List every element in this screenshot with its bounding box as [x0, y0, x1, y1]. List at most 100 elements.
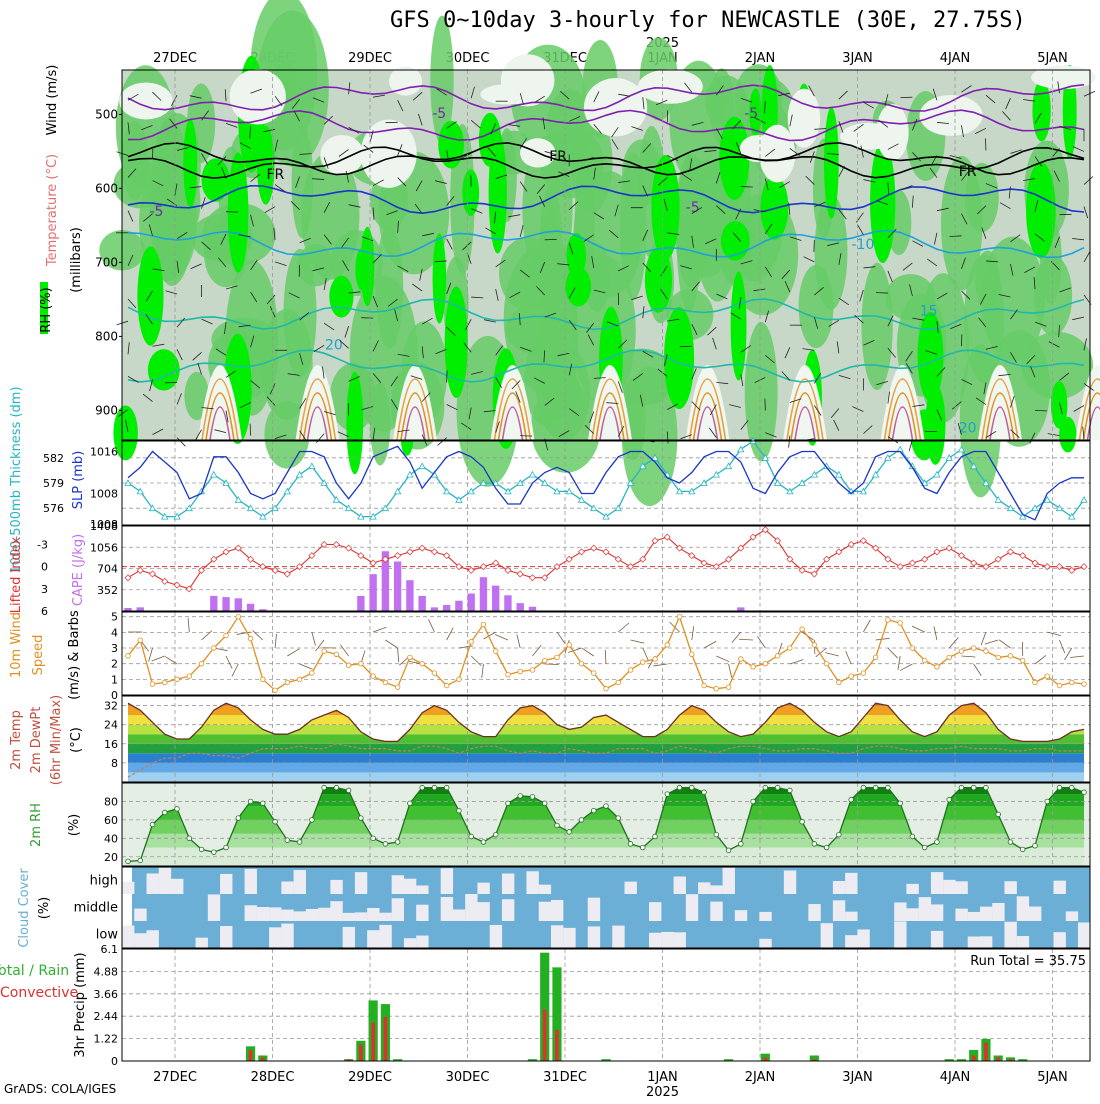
rh-point: [971, 785, 976, 790]
wind-tick-label: 3: [111, 642, 118, 655]
lifted-index-point: [615, 556, 621, 562]
wind-ylabel-1: 10m Wind: [9, 612, 24, 678]
surface-wind-barb: [557, 632, 565, 643]
surface-wind-barb: [428, 619, 434, 632]
wind-speed-point: [150, 682, 155, 687]
top-day-label: 2JAN: [745, 51, 776, 66]
cloud-cell: [955, 881, 967, 894]
cloud-cell: [821, 923, 833, 948]
wind-speed-point: [506, 672, 511, 677]
cloud-cell: [294, 870, 306, 894]
cloud-cell: [759, 912, 771, 921]
surface-wind-barb: [846, 651, 851, 664]
wind-speed-point: [162, 680, 167, 685]
cape-tick-label: 704: [97, 563, 118, 576]
bottom-year-label: 2025: [646, 1085, 679, 1100]
temp-bands: [122, 696, 1090, 782]
rh-point: [959, 785, 964, 790]
cape-bar: [737, 607, 744, 611]
precip-tick-label: 1.22: [94, 1033, 119, 1046]
cloud-cell: [674, 932, 686, 948]
lifted-index-point: [909, 560, 915, 566]
cape-bar: [247, 604, 254, 611]
wind-speed-point: [628, 668, 633, 673]
cloud-cell: [992, 903, 1004, 921]
cape-bar: [443, 605, 450, 611]
rh-area: [122, 121, 149, 200]
contour-label: -10: [852, 237, 875, 253]
wind-speed-point: [579, 661, 584, 666]
lifted-index-point: [186, 586, 192, 592]
rh-point: [285, 838, 290, 843]
wind-speed-point: [898, 621, 903, 626]
lifted-index-point: [860, 538, 866, 544]
cape-bar: [504, 595, 511, 611]
thickness-point: [1081, 497, 1087, 503]
temp-tick-label: 32: [104, 700, 118, 713]
rh-tick-label: 40: [104, 832, 118, 845]
rh-point: [211, 850, 216, 855]
wind-speed-point: [444, 683, 449, 688]
cloud-cell: [355, 872, 367, 894]
cape-bar: [431, 607, 438, 611]
rh-point: [506, 801, 511, 806]
rh-area: [651, 155, 679, 260]
surface-wind-barb: [287, 649, 299, 656]
precip-convective-bar: [555, 1030, 559, 1061]
cloud-cell: [343, 927, 355, 948]
pressure-tick-label: 900: [95, 403, 118, 417]
surface-wind-barb: [704, 641, 716, 648]
bottom-day-label: 4JAN: [940, 1070, 971, 1085]
precip-tick-label: 3.66: [94, 988, 119, 1001]
cloud-cell: [490, 925, 502, 948]
temp-tick-label: 16: [104, 738, 118, 751]
wind-speed-point: [800, 627, 805, 632]
cloud-cell: [919, 897, 931, 921]
cloud-cell: [943, 880, 955, 894]
cloud-cell: [588, 926, 600, 948]
lifted-index-point: [946, 545, 952, 551]
contour-label: 15: [920, 304, 938, 320]
surface-wind-barb: [340, 645, 348, 656]
cloud-cell: [649, 933, 661, 948]
cloud-row-label: low: [96, 928, 119, 943]
contour-label: FR: [549, 149, 567, 165]
pressure-tick-label: 600: [95, 181, 118, 195]
rh-color-band: [122, 820, 1090, 834]
cloud-cell: [208, 894, 220, 921]
surface-wind-barb: [605, 650, 606, 664]
cloud-cell: [367, 930, 379, 948]
cloud-cell: [1053, 932, 1065, 948]
wind-speed-point: [788, 646, 793, 651]
rh-point: [886, 785, 891, 790]
lifted-index-point: [1007, 549, 1013, 555]
rh-point: [432, 785, 437, 790]
rh-point: [996, 812, 1001, 817]
surface-wind-barb: [517, 634, 520, 648]
wind-speed-point: [518, 669, 523, 674]
surface-wind-barb: [643, 648, 649, 661]
rh-point: [702, 790, 707, 795]
rh-point: [383, 842, 388, 847]
wind-speed-point: [469, 639, 474, 644]
lifted-index-point: [922, 556, 928, 562]
cloud-ylabel-2: (%): [37, 897, 52, 920]
surface-wind-barb: [373, 627, 386, 632]
wind-speed-point: [689, 652, 694, 657]
cloud-cell: [330, 880, 342, 894]
lifted-index-point: [958, 553, 964, 559]
rh-tick-label: 20: [104, 851, 118, 864]
cloud-cell: [563, 928, 575, 948]
surface-wind-barb: [188, 618, 189, 632]
run-total-text: Run Total = 35.75: [970, 954, 1086, 969]
surface-wind-barb: [739, 639, 753, 640]
rh-area: [1059, 417, 1076, 453]
cloud-cell: [269, 907, 281, 921]
wind-speed-point: [714, 686, 719, 691]
cloud-cell: [710, 902, 722, 921]
cloud-cell: [441, 897, 453, 921]
wind-speed-point: [261, 677, 266, 682]
temp-ylabel-1: 2m Temp: [9, 710, 24, 770]
surface-wind-barb: [1065, 648, 1072, 660]
rh-area: [148, 349, 180, 390]
